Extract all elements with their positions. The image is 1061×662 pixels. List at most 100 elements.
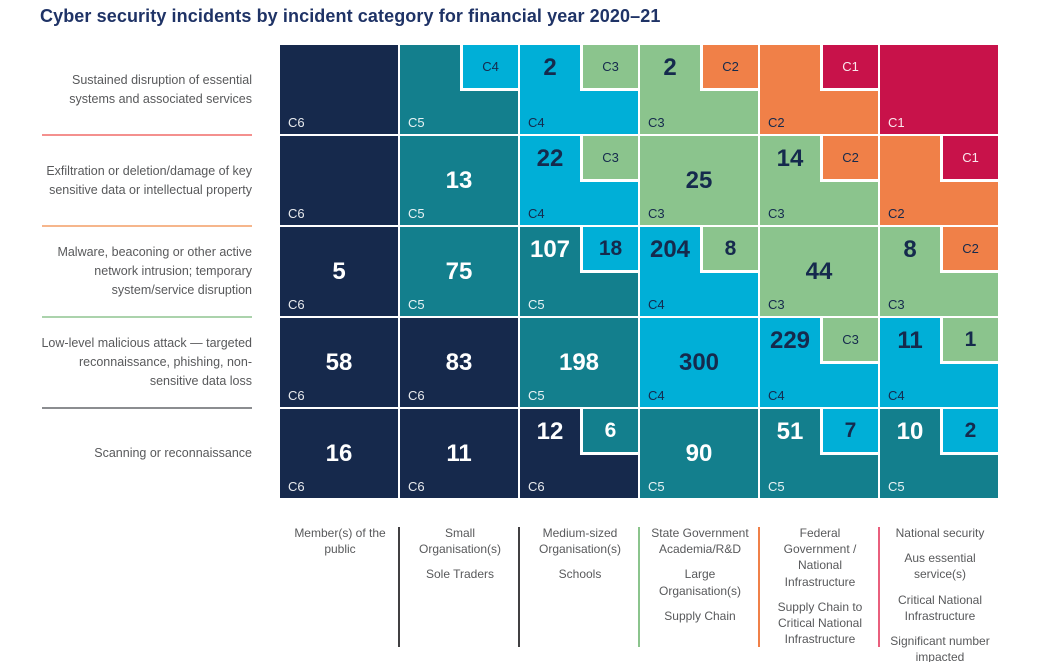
row-category-label: Exfiltration or deletion/damage of key s… (40, 136, 278, 227)
row-category-text: Low-level malicious attack — targeted re… (41, 336, 252, 388)
column-group-text: Critical National Infrastructure (897, 592, 983, 623)
severity-label: C5 (648, 479, 665, 494)
secondary-block: C2 (700, 45, 758, 91)
secondary-block: 1 (940, 318, 998, 364)
column-divider-line (518, 527, 520, 647)
row-divider-line (42, 134, 252, 136)
incident-count: 12 (536, 418, 564, 445)
severity-label: C2 (888, 206, 905, 221)
row-category-label: Scanning or reconnaissance (40, 409, 278, 498)
matrix-cell-r5-c3: 12 C6 6 (520, 409, 638, 498)
severity-label: C2 (842, 150, 859, 165)
severity-label: C5 (528, 388, 545, 403)
severity-label: C1 (962, 150, 979, 165)
incident-count: 11 (446, 439, 472, 467)
column-group-label: Small Organisation(s) Sole Traders (400, 525, 520, 592)
column-group-text: Supply Chain to Critical National Infras… (777, 599, 863, 647)
incident-count: 1 (964, 327, 977, 351)
severity-label: C4 (648, 388, 665, 403)
incident-count: 16 (325, 439, 353, 467)
secondary-block: C2 (820, 136, 878, 182)
secondary-block: 8 (700, 227, 758, 273)
severity-label: C6 (288, 297, 305, 312)
matrix-cell-r3-c4: 204 C4 8 (640, 227, 758, 316)
incident-count: 90 (685, 439, 713, 467)
incident-count: 25 (685, 166, 713, 194)
secondary-block: C1 (940, 136, 998, 182)
matrix-cell-r4-c4: 300 C4 (640, 318, 758, 407)
severity-label: C5 (528, 297, 545, 312)
incident-count: 18 (598, 236, 623, 260)
severity-label: C3 (842, 332, 859, 347)
severity-label: C4 (888, 388, 905, 403)
secondary-block: 7 (820, 409, 878, 455)
severity-label: C3 (648, 206, 665, 221)
matrix-cell-r2-c1: C6 (280, 136, 398, 225)
matrix-cell-r1-c4: 2 C3 C2 (640, 45, 758, 134)
matrix-cell-r2-c5: 14 C3 C2 (760, 136, 878, 225)
severity-label: C1 (842, 59, 859, 74)
incident-count: 2 (543, 54, 557, 81)
column-group-label: State Government Academia/R&D Large Organ… (640, 525, 760, 633)
matrix-cell-r2-c4: 25 C3 (640, 136, 758, 225)
incident-count: 2 (964, 418, 977, 442)
incident-count: 204 (649, 236, 691, 263)
severity-label: C3 (768, 297, 785, 312)
matrix-cell-r4-c5: 229 C4 C3 (760, 318, 878, 407)
severity-label: C4 (648, 297, 665, 312)
incident-count: 5 (332, 257, 346, 285)
severity-label: C5 (408, 297, 425, 312)
incident-count: 10 (896, 418, 924, 445)
incident-count: 8 (724, 236, 737, 260)
row-category-text: Malware, beaconing or other active netwo… (57, 245, 252, 297)
severity-label: C4 (482, 59, 499, 74)
secondary-block: 2 (940, 409, 998, 455)
column-group-text: Significant number impacted (890, 633, 990, 662)
severity-label: C4 (528, 115, 545, 130)
severity-label: C6 (408, 388, 425, 403)
column-group-text: Schools (558, 567, 602, 582)
matrix-cell-r2-c2: 13 C5 (400, 136, 518, 225)
column-group-text: Small Organisation(s) (418, 526, 502, 557)
column-group-text: Aus essential service(s) (904, 551, 976, 582)
severity-label: C6 (288, 388, 305, 403)
incident-count: 229 (769, 327, 811, 354)
row-category-text: Exfiltration or deletion/damage of key s… (46, 163, 252, 197)
incident-count: 198 (558, 348, 600, 376)
matrix-cell-r1-c5: C2 C1 (760, 45, 878, 134)
matrix-cell-r2-c6: C2 C1 (880, 136, 998, 225)
severity-label: C2 (962, 241, 979, 256)
severity-label: C2 (722, 59, 739, 74)
severity-label: C5 (408, 115, 425, 130)
matrix-cell-r3-c2: 75 C5 (400, 227, 518, 316)
matrix-cell-r4-c3: 198 C5 (520, 318, 638, 407)
matrix-cell-r1-c1: C6 (280, 45, 398, 134)
column-group-text: Large Organisation(s) (658, 567, 742, 598)
secondary-block: C1 (820, 45, 878, 91)
severity-label: C3 (602, 150, 619, 165)
page-title: Cyber security incidents by incident cat… (40, 6, 661, 26)
row-category-label: Malware, beaconing or other active netwo… (40, 227, 278, 318)
severity-label: C6 (288, 206, 305, 221)
secondary-block: C4 (460, 45, 518, 91)
incident-count: 11 (897, 327, 923, 354)
row-category-label: Sustained disruption of essential system… (40, 45, 278, 136)
row-category-text: Sustained disruption of essential system… (69, 72, 252, 106)
incident-count: 75 (445, 257, 473, 285)
incident-count: 300 (678, 348, 720, 376)
secondary-block: 18 (580, 227, 638, 273)
severity-label: C4 (528, 206, 545, 221)
severity-label: C3 (888, 297, 905, 312)
incident-count: 13 (445, 166, 473, 194)
severity-label: C3 (602, 59, 619, 74)
matrix-cell-r5-c4: 90 C5 (640, 409, 758, 498)
severity-label: C1 (888, 115, 905, 130)
severity-label: C6 (408, 479, 425, 494)
secondary-block: C3 (820, 318, 878, 364)
incident-count: 6 (604, 418, 617, 442)
column-divider-line (398, 527, 400, 647)
column-group-label: Federal Government / National Infrastruc… (760, 525, 880, 656)
severity-label: C5 (888, 479, 905, 494)
column-group-text: National security (895, 526, 985, 540)
